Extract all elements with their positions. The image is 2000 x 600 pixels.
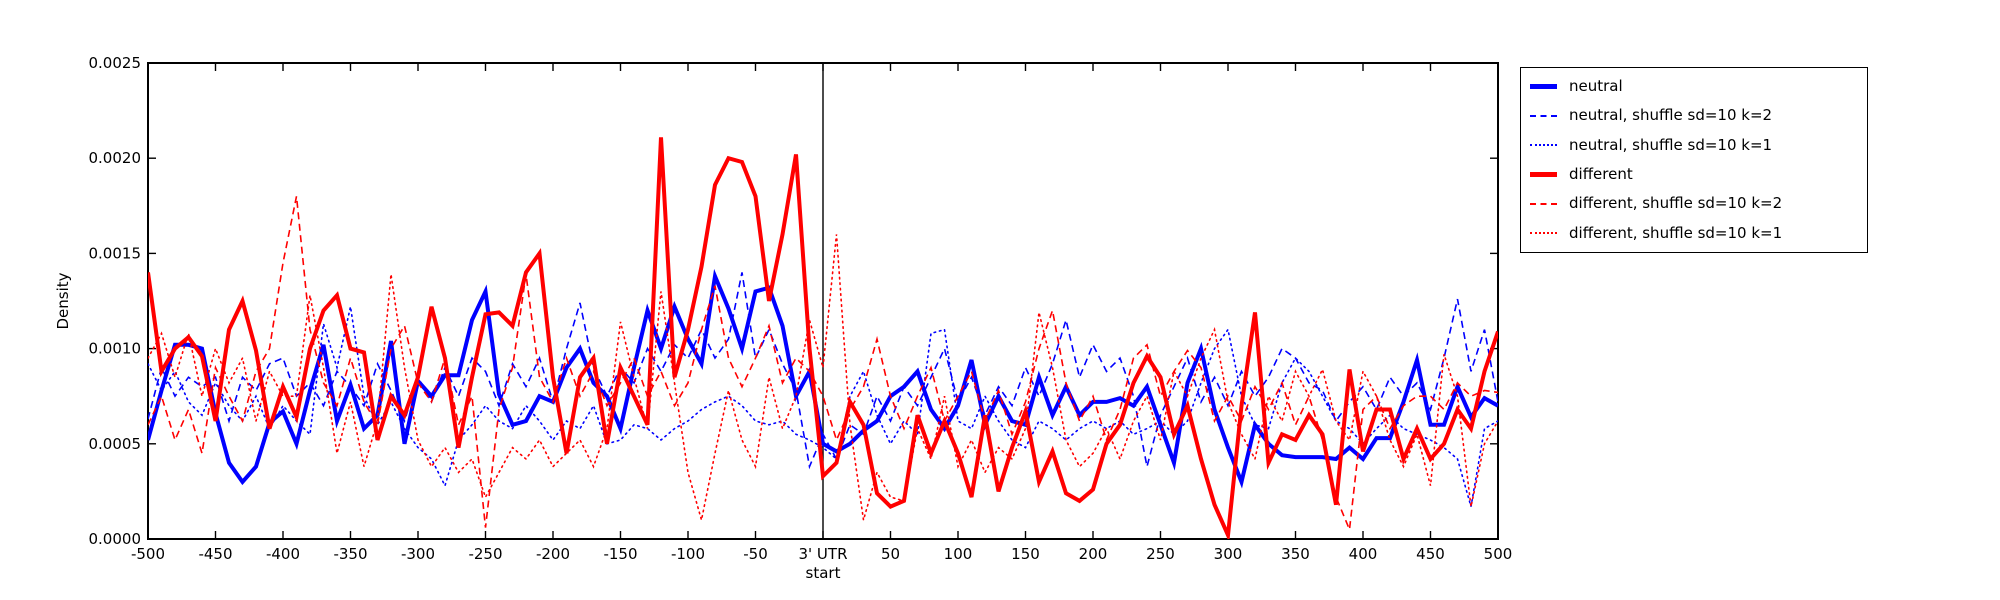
y-tick-label: 0.0015 <box>89 244 142 262</box>
series-line-different-shuffle-sd-10-k-2 <box>148 196 1498 533</box>
x-tick-label: -500 <box>131 545 165 563</box>
x-tick-label: -400 <box>266 545 300 563</box>
legend-line-sample-solid-blue <box>1530 84 1557 90</box>
legend-label: neutral <box>1569 77 1623 96</box>
x-tick-label: 50 <box>881 545 900 563</box>
series-line-different <box>148 137 1498 539</box>
x-tick-label: -150 <box>603 545 637 563</box>
y-tick-label: 0.0020 <box>89 149 142 167</box>
x-tick-label: 400 <box>1349 545 1378 563</box>
x-tick-label: 300 <box>1214 545 1243 563</box>
legend-item-different-shuffle-k1: different, shuffle sd=10 k=1 <box>1521 219 1867 248</box>
y-axis-label: Density <box>54 272 72 329</box>
legend-label: neutral, shuffle sd=10 k=2 <box>1569 106 1773 125</box>
x-tick-label: -350 <box>333 545 367 563</box>
x-tick-label: 150 <box>1011 545 1040 563</box>
x-tick-label: -200 <box>536 545 570 563</box>
legend-item-neutral-shuffle-k2: neutral, shuffle sd=10 k=2 <box>1521 101 1867 130</box>
x-tick-label: -100 <box>671 545 705 563</box>
x-tick-label: 250 <box>1146 545 1175 563</box>
x-tick-label: -300 <box>401 545 435 563</box>
x-tick-label: 500 <box>1484 545 1513 563</box>
legend-label: different, shuffle sd=10 k=1 <box>1569 223 1783 242</box>
x-tick-label: 3' UTR <box>799 545 848 563</box>
series-line-neutral-shuffle-sd-10-k-1 <box>148 306 1498 507</box>
legend-label: different, shuffle sd=10 k=2 <box>1569 194 1783 213</box>
legend-item-neutral-shuffle-k1: neutral, shuffle sd=10 k=1 <box>1521 131 1867 160</box>
series-line-neutral-shuffle-sd-10-k-2 <box>148 272 1498 470</box>
legend-line-sample-dashed-blue <box>1530 114 1557 117</box>
x-tick-label: 350 <box>1281 545 1310 563</box>
legend-box: neutral neutral, shuffle sd=10 k=2 neutr… <box>1520 67 1868 253</box>
y-tick-label: 0.0025 <box>89 54 142 72</box>
x-tick-label: -450 <box>198 545 232 563</box>
legend-item-different-shuffle-k2: different, shuffle sd=10 k=2 <box>1521 189 1867 218</box>
legend-line-sample-solid-red <box>1530 172 1557 178</box>
x-tick-label: 450 <box>1416 545 1445 563</box>
legend-label: neutral, shuffle sd=10 k=1 <box>1569 135 1773 154</box>
x-axis-label: start <box>806 564 841 582</box>
x-tick-label: 100 <box>944 545 973 563</box>
x-tick-label: -50 <box>743 545 768 563</box>
legend-item-neutral: neutral <box>1521 72 1867 101</box>
y-tick-label: 0.0005 <box>89 435 142 453</box>
legend-line-sample-dotted-red <box>1530 232 1557 235</box>
y-tick-label: 0.0010 <box>89 340 142 358</box>
series-line-different-shuffle-sd-10-k-1 <box>148 234 1498 521</box>
legend-line-sample-dotted-blue <box>1530 144 1557 147</box>
legend-label: different <box>1569 165 1633 184</box>
y-tick-label: 0.0000 <box>89 530 142 548</box>
x-tick-label: 200 <box>1079 545 1108 563</box>
x-tick-label: -250 <box>468 545 502 563</box>
legend-item-different: different <box>1521 160 1867 189</box>
legend-line-sample-dashed-red <box>1530 202 1557 205</box>
